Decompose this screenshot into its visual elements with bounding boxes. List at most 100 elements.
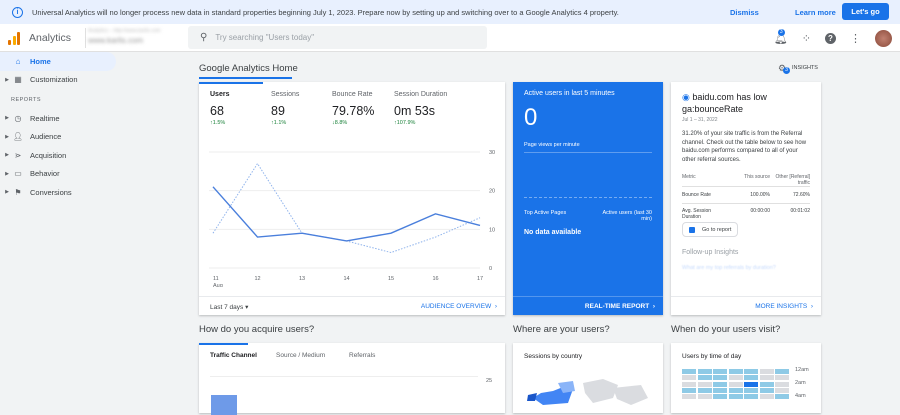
insight-body: 31.20% of your site traffic is from the … [682, 130, 812, 164]
world-map [513, 343, 663, 413]
no-data-label: No data available [524, 229, 581, 236]
notifications-bell-icon[interactable]: 🔔︎3 [774, 32, 788, 45]
sidebar-item-acquisition[interactable]: ▶⋗Acquisition [0, 146, 195, 165]
sidebar-item-label: Audience [30, 132, 61, 141]
table-cell: Avg. Session Duration [682, 204, 727, 225]
metric-value: 79.78% [332, 104, 374, 118]
x-tick-label: 11 [213, 276, 219, 282]
sidebar-item-behavior[interactable]: ▶▭Behavior [0, 165, 195, 184]
learn-more-link[interactable]: Learn more [795, 8, 836, 17]
card-footer: Last 7 days ▾ AUDIENCE OVERVIEW › [199, 296, 505, 315]
search-input[interactable]: ⚲Try searching "Users today" [188, 26, 487, 49]
apps-grid-icon[interactable]: ⁘ [802, 32, 811, 45]
date-range-label: Last 7 days [210, 304, 243, 311]
x-sublabel: Aug [213, 283, 223, 287]
heatmap-cell [682, 388, 696, 393]
series-line-dotted [213, 164, 480, 253]
divider [524, 197, 652, 198]
link-label: AUDIENCE OVERVIEW [421, 303, 491, 310]
followup-title: Follow-up Insights [682, 249, 738, 256]
tab-source-medium[interactable]: Source / Medium [276, 352, 325, 359]
sidebar-item-realtime[interactable]: ▶◷Realtime [0, 109, 195, 128]
ga4-banner: i Universal Analytics will no longer pro… [0, 0, 900, 24]
avatar[interactable] [875, 30, 892, 47]
sidebar-item-conversions[interactable]: ▶⚑Conversions [0, 183, 195, 202]
date-range-dropdown[interactable]: Last 7 days ▾ [210, 303, 248, 311]
link-label: MORE INSIGHTS [755, 303, 807, 310]
chevron-right-icon: › [495, 303, 497, 310]
heatmap-cell [682, 375, 696, 380]
heatmap-cell [729, 382, 743, 387]
metric-change: ↓8.8% [332, 120, 374, 126]
heatmap-cell [760, 382, 774, 387]
card-footer: REAL-TIME REPORT › [513, 296, 663, 315]
behavior-icon: ▭ [12, 169, 24, 178]
account-name: Analytics – http://www.karlis.com [88, 28, 180, 34]
heatmap-cell [713, 382, 727, 387]
more-insights-link[interactable]: MORE INSIGHTS › [755, 303, 813, 310]
chevron-right-icon: › [653, 303, 655, 310]
expand-caret-icon: ▶ [2, 189, 12, 195]
go-to-report-button[interactable]: Go to report [682, 222, 738, 237]
x-tick-label: 13 [299, 276, 305, 282]
x-tick-label: 17 [477, 276, 483, 282]
time-label: 12am [795, 367, 809, 373]
sidebar-item-home[interactable]: ⌂Home [0, 52, 116, 71]
link-label: REAL-TIME REPORT [585, 303, 649, 310]
sidebar-item-customization[interactable]: ▶▦Customization [0, 71, 195, 90]
heatmap-cell [744, 394, 758, 399]
divider [524, 152, 652, 153]
page-title: Google Analytics Home [199, 63, 298, 74]
more-vert-icon[interactable]: ⋮ [850, 32, 861, 45]
account-selector[interactable]: Analytics – http://www.karlis.com www.ka… [85, 28, 180, 48]
banner-message: Universal Analytics will no longer proce… [32, 8, 619, 17]
heatmap-cell [744, 369, 758, 374]
lets-go-button[interactable]: Let's go [842, 3, 889, 20]
realtime-card: Active users in last 5 minutes 0 Page vi… [513, 82, 663, 315]
tab-referrals[interactable]: Referrals [349, 352, 375, 359]
y-tick-label: 30 [489, 150, 495, 156]
active-users-header: Active users (last 30 min) [592, 210, 652, 222]
table-cell: 100.00% [727, 187, 770, 204]
y-tick-label: 25 [486, 378, 492, 384]
heatmap-cell [729, 394, 743, 399]
sidebar-item-audience[interactable]: ▶👤︎Audience [0, 128, 195, 147]
followup-link[interactable]: What are my top referrals by duration? [682, 265, 776, 271]
audience-overview-link[interactable]: AUDIENCE OVERVIEW › [421, 303, 497, 310]
expand-caret-icon: ▶ [2, 171, 12, 177]
acquire-section-title: How do you acquire users? [199, 324, 314, 335]
metric-label: Session Duration [394, 91, 447, 98]
metric-value: 0m 53s [394, 104, 447, 118]
button-label: Go to report [702, 227, 731, 233]
y-tick-label: 10 [489, 227, 495, 233]
heatmap-cell [729, 388, 743, 393]
insight-card: ◉ baidu.com has low ga:bounceRate Jul 1 … [671, 82, 821, 315]
person-icon: 👤︎ [12, 132, 24, 141]
realtime-title: Active users in last 5 minutes [524, 90, 615, 97]
heatmap-cell [729, 375, 743, 380]
dropdown-arrow-icon: ▾ [245, 304, 248, 311]
heatmap-cell [698, 375, 712, 380]
notification-badge: 3 [778, 29, 785, 36]
table-cell: 00:01:02 [770, 204, 810, 225]
sidebar-item-label: Conversions [30, 188, 72, 197]
heatmap-cell [682, 369, 696, 374]
realtime-report-link[interactable]: REAL-TIME REPORT › [585, 303, 655, 310]
sidebar-item-label: Home [30, 57, 51, 66]
time-label: 2am [795, 380, 806, 386]
tab-traffic-channel[interactable]: Traffic Channel [210, 352, 257, 359]
insights-button[interactable]: ⚙3 INSIGHTS [778, 63, 818, 73]
x-tick-label: 14 [343, 276, 349, 282]
heatmap-cell [775, 375, 789, 380]
heatmap-cell [698, 382, 712, 387]
help-icon[interactable]: ? [825, 33, 836, 44]
dismiss-button[interactable]: Dismiss [730, 8, 759, 17]
heatmap-cell [713, 375, 727, 380]
dashboard-icon: ▦ [12, 75, 24, 84]
active-users-value: 0 [524, 104, 537, 132]
